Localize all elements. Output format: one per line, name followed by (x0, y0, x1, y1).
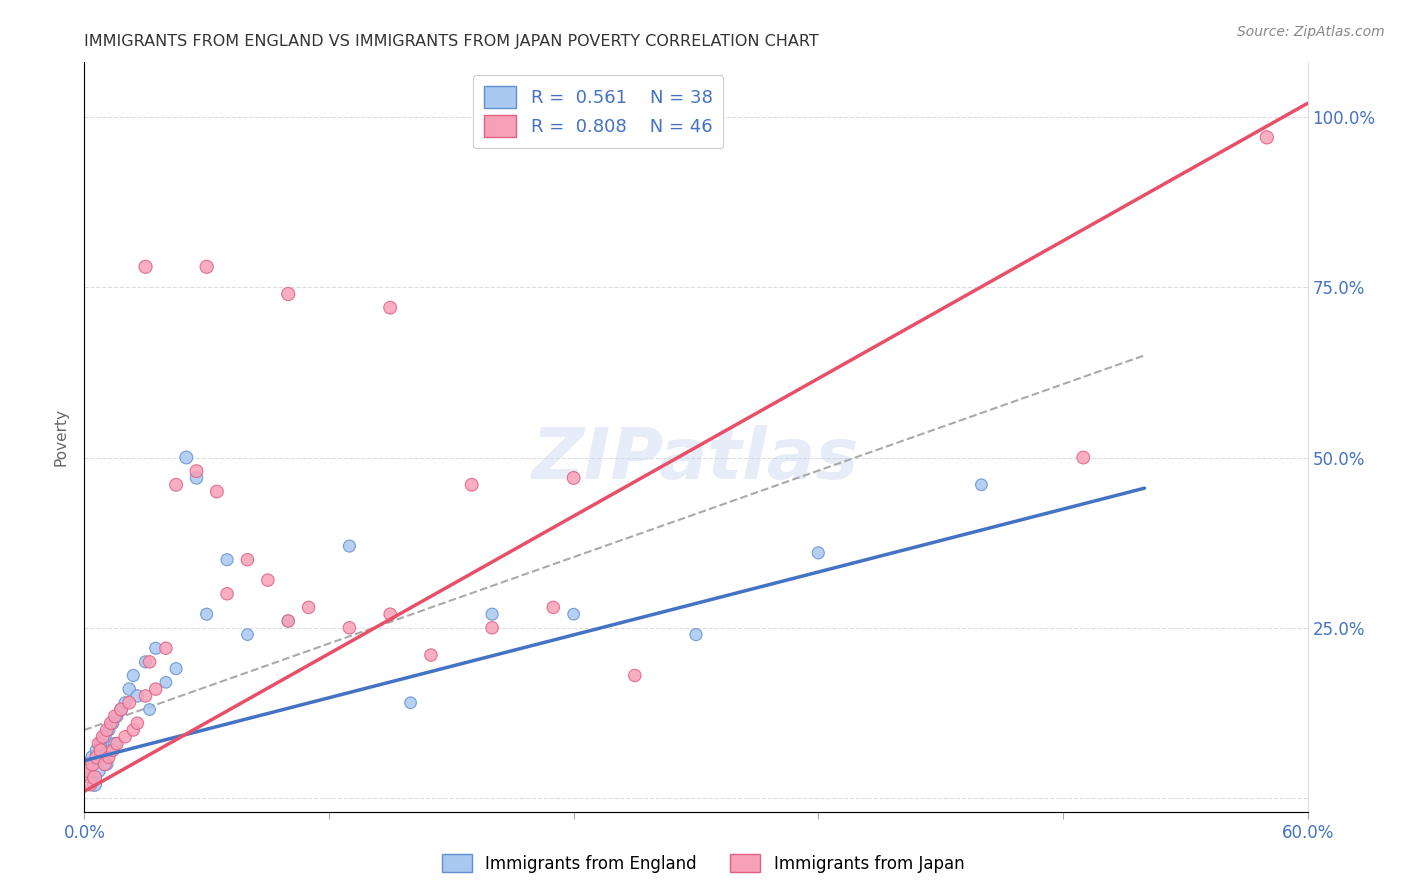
Point (277, 614, 299, 628)
Point (110, 702, 132, 716)
Point (135, 689, 157, 703)
Point (195, 260, 218, 274)
Point (339, 539, 361, 553)
Point (82, 757, 104, 772)
Point (118, 682, 141, 697)
Point (127, 716, 149, 731)
Point (87, 764, 110, 778)
Point (807, 546, 830, 560)
Point (624, 668, 647, 682)
Point (135, 655, 157, 669)
Point (77, 764, 100, 778)
Point (83, 777, 105, 791)
Point (155, 641, 177, 656)
Point (399, 696, 422, 710)
Point (481, 621, 503, 635)
Point (145, 682, 167, 697)
Point (97, 723, 120, 737)
Point (100, 716, 122, 731)
Point (122, 668, 145, 682)
Point (562, 607, 585, 622)
Point (104, 709, 127, 723)
Point (138, 702, 160, 716)
Point (82, 750, 104, 764)
Point (186, 464, 208, 478)
Point (105, 737, 128, 751)
Point (145, 641, 167, 656)
Point (685, 627, 707, 641)
Point (339, 621, 361, 635)
Point (562, 471, 585, 485)
Point (104, 737, 127, 751)
Point (420, 648, 443, 662)
Point (86, 750, 108, 764)
Legend: Immigrants from England, Immigrants from Japan: Immigrants from England, Immigrants from… (436, 847, 970, 880)
Point (236, 627, 259, 641)
Point (174, 450, 197, 465)
Point (83, 771, 105, 785)
Point (155, 675, 177, 690)
Point (135, 260, 157, 274)
Point (461, 477, 484, 491)
Point (93, 730, 115, 744)
Point (1073, 450, 1095, 465)
Point (90, 743, 112, 757)
Point (79, 771, 101, 785)
Point (970, 477, 993, 491)
Point (298, 600, 321, 615)
Point (97, 750, 120, 764)
Point (79, 777, 101, 791)
Point (91, 730, 114, 744)
Point (277, 614, 299, 628)
Text: IMMIGRANTS FROM ENGLAND VS IMMIGRANTS FROM JAPAN POVERTY CORRELATION CHART: IMMIGRANTS FROM ENGLAND VS IMMIGRANTS FR… (84, 34, 820, 49)
Point (165, 477, 187, 491)
Point (87, 737, 110, 751)
Point (122, 723, 145, 737)
Point (77, 757, 100, 772)
Point (118, 696, 141, 710)
Point (114, 696, 136, 710)
Point (91, 750, 114, 764)
Point (127, 689, 149, 703)
Point (186, 471, 208, 485)
Point (165, 662, 187, 676)
Point (380, 607, 402, 622)
Point (110, 702, 132, 716)
Point (100, 743, 122, 757)
Point (195, 607, 218, 622)
Point (236, 552, 259, 566)
Point (217, 552, 239, 566)
Point (277, 287, 299, 301)
Point (101, 716, 124, 731)
Point (257, 573, 280, 587)
Text: ZIPatlas: ZIPatlas (533, 425, 859, 494)
Point (114, 730, 136, 744)
Text: Source: ZipAtlas.com: Source: ZipAtlas.com (1237, 25, 1385, 39)
Point (481, 607, 503, 622)
Point (96, 757, 118, 772)
Point (205, 484, 228, 499)
Point (543, 600, 565, 615)
Point (93, 757, 115, 772)
Point (217, 587, 239, 601)
Point (105, 709, 128, 723)
Y-axis label: Poverty: Poverty (53, 408, 69, 467)
Point (380, 301, 402, 315)
Point (86, 743, 108, 757)
Legend: R =  0.561    N = 38, R =  0.808    N = 46: R = 0.561 N = 38, R = 0.808 N = 46 (472, 75, 723, 148)
Point (90, 737, 112, 751)
Point (101, 743, 124, 757)
Point (1256, 130, 1278, 145)
Point (96, 723, 118, 737)
Point (138, 655, 160, 669)
